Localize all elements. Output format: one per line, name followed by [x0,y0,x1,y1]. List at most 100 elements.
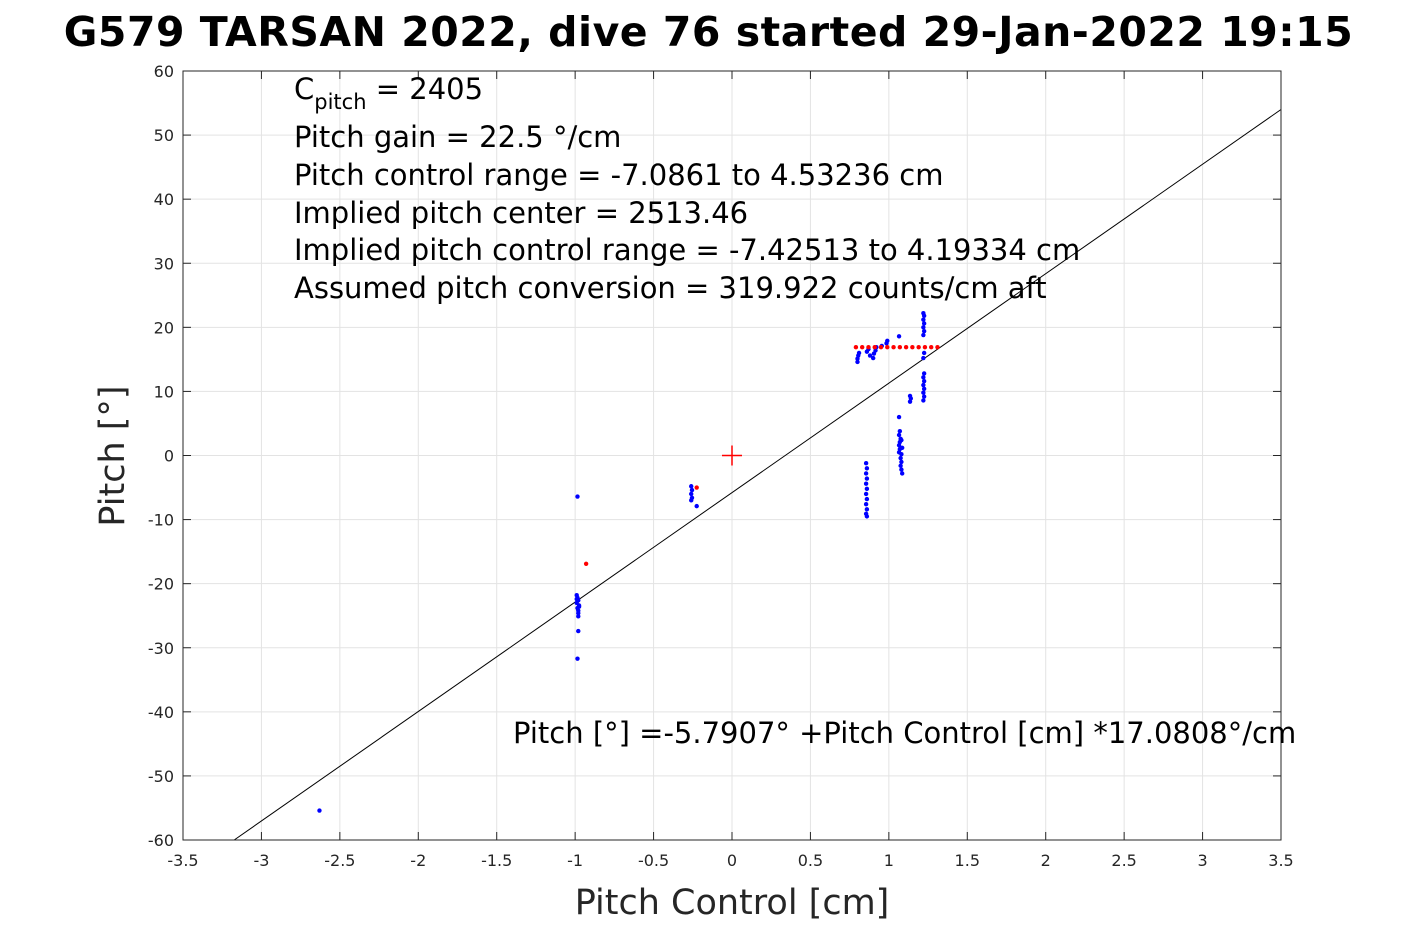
data-point-blue [921,321,927,326]
data-point-blue [921,390,926,395]
data-point-blue [921,398,926,403]
data-point-blue [885,338,890,343]
data-point-blue [907,393,913,399]
c-pitch-main: C [294,72,314,106]
c-pitch-sub: pitch [314,90,366,114]
data-point-blue [921,375,926,380]
x-axis-label: Pitch Control [cm] [575,883,890,923]
data-point-blue [576,628,581,634]
data-point-red [872,344,877,350]
data-point-blue [898,455,903,461]
data-point-blue [864,486,870,492]
annotation-c-pitch: Cpitch = 2405 [294,72,483,114]
data-point-blue [855,359,860,365]
data-point-blue [864,507,870,512]
data-point-blue [576,610,581,616]
data-point-blue [896,414,902,420]
y-tick-label: 20 [154,318,174,337]
data-point-red [891,344,896,350]
data-point-red [897,344,903,350]
data-point-blue [576,604,582,609]
data-point-blue [856,350,862,356]
center-marker [722,445,742,466]
data-point-blue [863,481,869,486]
data-points [317,311,940,813]
y-tick-label: 30 [154,254,174,273]
data-point-blue [921,350,927,356]
y-tick-label: 0 [164,447,174,466]
data-point-blue [921,355,926,361]
data-point-red [903,344,909,350]
data-point-blue [864,476,870,481]
x-tick-label: -3 [253,851,269,870]
data-point-blue [863,502,869,507]
y-tick-label: -10 [148,511,174,530]
y-tick-label: -30 [148,639,174,658]
data-point-red [929,344,934,350]
data-point-red [878,344,884,350]
x-tick-label: 1.5 [955,851,980,870]
data-point-blue [575,656,580,661]
data-point-blue [896,334,902,339]
fit-line [233,109,1282,841]
data-point-blue [899,437,904,443]
data-point-blue [899,459,904,465]
x-tick-label: -1.5 [481,851,512,870]
data-point-blue [921,386,927,392]
y-tick-label: -50 [148,767,174,786]
x-tick-label: -0.5 [638,851,669,870]
data-point-blue [689,487,695,493]
data-point-blue [689,491,694,497]
fit-line-group [233,109,1282,841]
data-point-red [866,344,871,350]
y-axis-label: Pitch [°] [93,385,133,526]
data-point-blue [899,471,905,476]
plot-border [182,70,1282,841]
data-point-blue [921,317,926,322]
annotation-implied-range: Implied pitch control range = -7.42513 t… [294,233,1080,267]
data-point-blue [864,496,870,502]
x-tick-label: 0 [727,851,737,870]
data-point-blue [694,503,699,509]
data-point-blue [899,467,904,472]
y-tick-label: -20 [148,575,174,594]
data-point-blue [921,311,926,316]
data-point-red [583,561,589,567]
data-point-blue [863,460,869,466]
annotation-pitch-gain: Pitch gain = 22.5 °/cm [294,120,621,154]
annotation-fit-equation: Pitch [°] =-5.7907° +Pitch Control [cm] … [513,716,1296,750]
data-point-red [922,344,928,350]
data-point-blue [899,452,904,457]
y-tick-label: -40 [148,703,174,722]
data-point-blue [576,614,581,619]
annotation-conversion: Assumed pitch conversion = 319.922 count… [294,271,1047,305]
data-point-blue [575,494,580,499]
x-tick-label: 3 [1197,851,1207,870]
x-tick-label: -2.5 [324,851,355,870]
x-tick-label: 2.5 [1111,851,1136,870]
y-tick-label: -60 [148,831,174,850]
data-point-red [853,344,859,350]
data-point-blue [864,466,870,471]
x-tick-label: 0.5 [798,851,823,870]
y-tick-label: 40 [154,190,174,209]
data-point-red [859,344,865,350]
annotation-implied-center: Implied pitch center = 2513.46 [294,196,748,230]
data-point-blue [898,463,903,468]
x-tick-label: -2 [410,851,426,870]
data-point-blue [897,428,903,434]
data-point-blue [574,596,579,602]
data-point-blue [864,514,870,519]
data-point-blue [896,432,902,438]
data-point-blue [863,491,869,497]
chart-title: G579 TARSAN 2022, dive 76 started 29-Jan… [63,8,1354,56]
data-point-blue [863,471,869,476]
data-point-blue [317,808,322,813]
annotation-control-range: Pitch control range = -7.0861 to 4.53236… [294,158,943,192]
data-point-blue [921,325,926,330]
y-tick-label: 10 [154,382,174,401]
data-point-blue [689,484,694,489]
data-point-blue [921,382,926,388]
data-point-blue [921,371,927,376]
